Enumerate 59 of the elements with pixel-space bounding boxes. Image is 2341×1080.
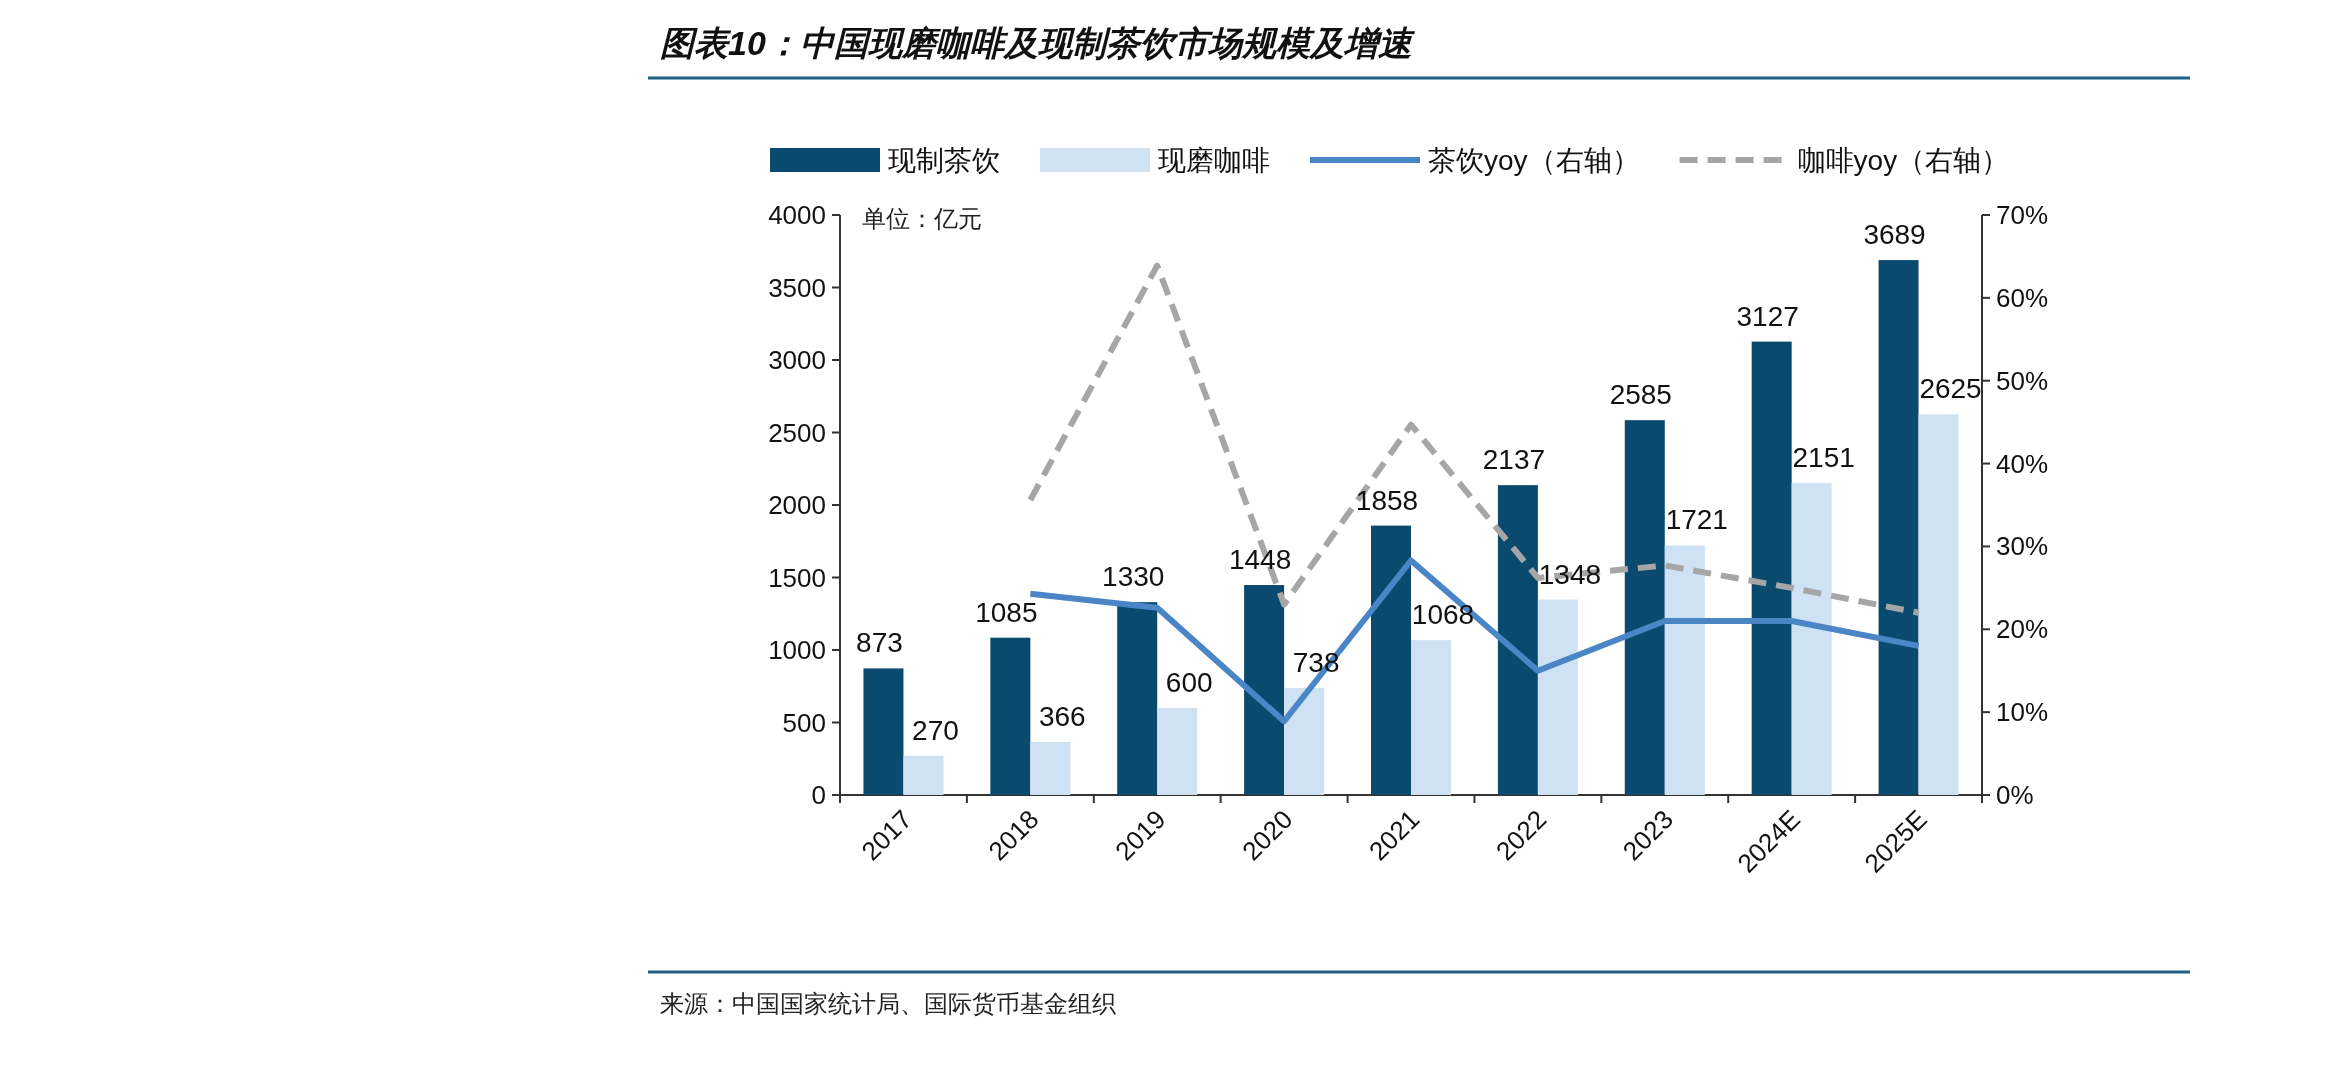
y-tick-label: 0 [811, 780, 826, 810]
bar [1624, 420, 1665, 795]
data-label: 270 [912, 714, 959, 746]
legend-label: 咖啡yoy（右轴） [1797, 145, 2010, 176]
data-label: 2151 [1792, 442, 1855, 474]
bar [1751, 341, 1792, 795]
data-label: 1448 [1228, 544, 1292, 576]
data-label: 600 [1165, 667, 1213, 698]
legend-label: 现制茶饮 [888, 145, 1000, 176]
y-tick-label: 4000 [768, 200, 826, 230]
bar [1537, 599, 1578, 795]
bar [1157, 708, 1198, 795]
bar [1918, 414, 1959, 795]
bar [1411, 640, 1451, 795]
bar [1878, 260, 1919, 795]
bar [863, 668, 904, 795]
y2-tick-label: 40% [1996, 448, 2049, 479]
y2-tick-label: 60% [1996, 282, 2049, 313]
y2-tick-label: 10% [1996, 697, 2049, 728]
bar [990, 637, 1031, 795]
chart-title: 图表10：中国现磨咖啡及现制茶饮市场规模及增速 [660, 24, 1416, 62]
legend-label: 现磨咖啡 [1158, 145, 1270, 176]
data-label: 1721 [1665, 504, 1728, 536]
data-label: 873 [856, 627, 903, 659]
y-tick-label: 500 [782, 707, 826, 738]
bar [1664, 545, 1705, 795]
annotation: 单位：亿元 [862, 205, 982, 232]
y-tick-label: 3000 [768, 345, 826, 375]
y2-tick-label: 0% [1996, 780, 2034, 810]
y-tick-label: 1000 [768, 635, 826, 665]
source-note: 来源：中国国家统计局、国际货币基金组织 [660, 990, 1116, 1017]
data-label: 1348 [1538, 558, 1602, 590]
bar [1030, 741, 1071, 795]
y-tick-label: 2000 [768, 490, 826, 520]
y-tick-label: 2500 [768, 417, 826, 448]
bar [1791, 483, 1832, 795]
y-tick-label: 3500 [768, 272, 826, 303]
data-label: 1068 [1411, 599, 1475, 631]
bar [1117, 602, 1158, 795]
data-label: 366 [1038, 700, 1086, 732]
y2-tick-label: 50% [1996, 365, 2049, 396]
data-label: 1085 [975, 596, 1038, 628]
data-label: 2137 [1482, 444, 1546, 476]
bar [1497, 485, 1538, 795]
data-label: 1858 [1355, 484, 1419, 516]
y2-tick-label: 20% [1996, 614, 2049, 645]
legend-label: 茶饮yoy（右轴） [1428, 145, 1640, 176]
bar [1284, 687, 1325, 795]
y2-tick-label: 30% [1996, 531, 2049, 562]
y2-tick-label: 70% [1996, 200, 2049, 230]
bar [903, 755, 944, 795]
data-label: 2625 [1919, 373, 1982, 405]
data-label: 2585 [1609, 379, 1672, 411]
y-tick-label: 1500 [768, 562, 826, 593]
bar [1244, 585, 1285, 795]
data-label: 1330 [1102, 561, 1165, 593]
data-label: 3127 [1736, 300, 1799, 332]
data-label: 3689 [1863, 219, 1926, 251]
bar [1371, 525, 1411, 795]
